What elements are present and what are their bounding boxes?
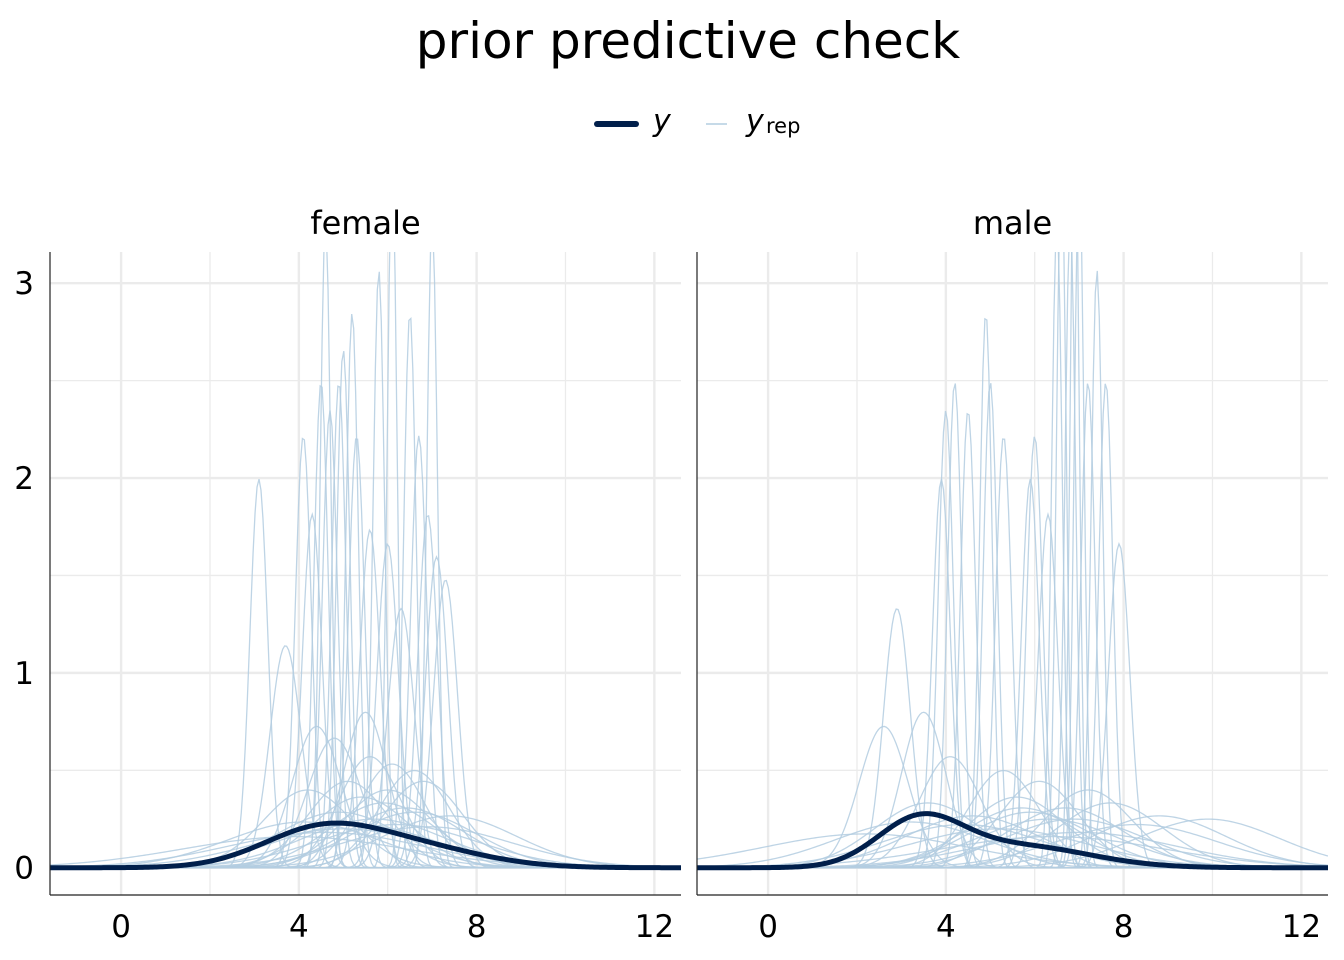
legend: y y rep xyxy=(594,104,800,139)
density-curves xyxy=(50,252,681,871)
yrep-density-line xyxy=(697,438,1328,869)
panel-title: male xyxy=(973,204,1052,242)
legend-label-yrep: y xyxy=(745,104,765,139)
chart-title: prior predictive check xyxy=(416,12,960,70)
y-tick-label: 3 xyxy=(14,266,34,302)
x-tick-label: 12 xyxy=(635,909,674,945)
yrep-density-line xyxy=(697,252,1328,869)
y-tick-label: 0 xyxy=(14,851,34,887)
density-curves xyxy=(697,252,1328,871)
legend-label-yrep-subscript: rep xyxy=(766,114,800,138)
yrep-density-line xyxy=(697,823,1328,869)
yrep-density-line xyxy=(697,270,1328,869)
yrep-density-line xyxy=(50,252,681,869)
panel-title: female xyxy=(310,204,420,242)
x-tick-label: 4 xyxy=(289,909,309,945)
x-tick-label: 12 xyxy=(1282,909,1321,945)
yrep-density-line xyxy=(697,252,1328,869)
x-tick-label: 4 xyxy=(936,909,956,945)
yrep-density-line xyxy=(50,252,681,869)
yrep-density-line xyxy=(697,252,1328,869)
x-tick-label: 8 xyxy=(467,909,487,945)
y-tick-label: 2 xyxy=(14,461,34,497)
y-density-line xyxy=(697,811,1328,871)
y-tick-label: 1 xyxy=(14,656,34,692)
x-tick-label: 8 xyxy=(1114,909,1134,945)
yrep-density-line xyxy=(697,252,1328,869)
x-tick-label: 0 xyxy=(758,909,778,945)
y-density-line xyxy=(50,820,681,871)
panel-male: male 0 4 8 12 xyxy=(696,204,1328,945)
yrep-density-line xyxy=(50,313,681,869)
yrep-density-line xyxy=(697,823,1328,869)
legend-label-y: y xyxy=(652,104,672,139)
yrep-density-line xyxy=(697,317,1328,869)
yrep-density-line xyxy=(50,316,681,869)
x-tick-label: 0 xyxy=(111,909,131,945)
